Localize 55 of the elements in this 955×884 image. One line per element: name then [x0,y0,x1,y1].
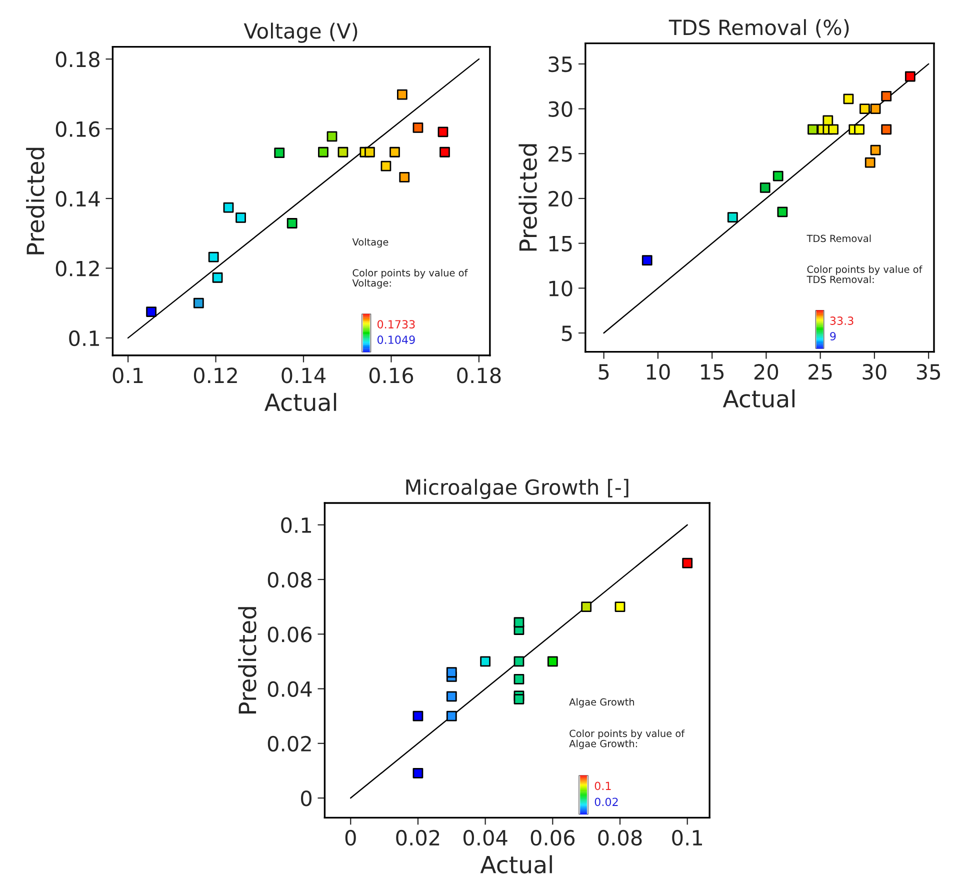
y-tick-label: 25 [548,146,572,162]
x-tick-label: 15 [701,364,724,380]
x-tick-label: 35 [916,364,940,380]
y-axis-title: Predicted [26,148,44,254]
x-tick-label: 30 [862,364,886,380]
y-axis-title: Predicted [238,607,256,714]
x-axis-title: Actual [264,392,336,412]
y-tick-label: 0.1 [281,517,311,534]
x-tick-label: 5 [598,364,609,380]
chart-title: TDS Removal (%) [668,19,849,38]
y-tick-label: 0.04 [268,681,312,697]
y-tick-label: 0.16 [56,121,100,137]
y-tick-label: 0.02 [268,736,311,752]
x-tick-label: 0 [345,830,356,846]
chart-title: Voltage (V) [244,22,358,43]
annotation: 0.1049 [377,336,415,344]
y-tick-label: 15 [549,236,572,252]
annotation: 0.1 [594,782,611,790]
y-tick-label: 0.14 [56,190,100,207]
y-tick-label: 10 [549,280,572,296]
x-tick-label: 0.1 [672,830,702,846]
y-tick-label: 20 [548,190,572,207]
y-tick-label: 35 [548,56,572,72]
x-tick-label: 20 [754,364,778,380]
annotation: 9 [830,332,836,340]
x-axis-title: Actual [722,389,794,408]
y-axis-title: Predicted [518,144,537,251]
y-tick-label: 0.08 [268,572,312,588]
y-tick-label: 0.1 [69,330,99,346]
y-tick-label: 0 [301,790,312,806]
x-tick-label: 0.04 [463,830,508,846]
x-tick-label: 0.16 [369,368,414,384]
annotation: TDS Removal [806,234,871,242]
annotation: Voltage [352,238,388,248]
annotation: Color points by value of Algae Growth: [569,730,685,750]
x-tick-label: 25 [808,364,832,380]
y-tick-label: 0.06 [268,626,312,642]
chart-title: Microalgae Growth [-] [406,478,628,499]
annotation: 0.1733 [377,320,415,328]
y-tick-label: 5 [562,326,572,342]
x-tick-label: 10 [646,364,670,380]
x-tick-label: 0.18 [457,368,501,384]
annotation: 0.02 [594,798,618,806]
annotation: Color points by value of TDS Removal: [806,265,922,284]
y-tick-label: 30 [548,101,572,117]
y-tick-label: 0.12 [56,260,99,276]
annotation: Algae Growth [569,698,634,708]
x-tick-label: 0.08 [598,830,642,846]
x-tick-label: 0.12 [194,368,237,384]
x-tick-label: 0.02 [396,830,440,846]
annotation: Color points by value of Voltage: [352,268,468,289]
annotation: 33.3 [830,316,854,325]
x-axis-title: Actual [480,855,552,874]
x-tick-label: 0.1 [112,368,143,384]
y-tick-label: 0.18 [56,52,100,68]
